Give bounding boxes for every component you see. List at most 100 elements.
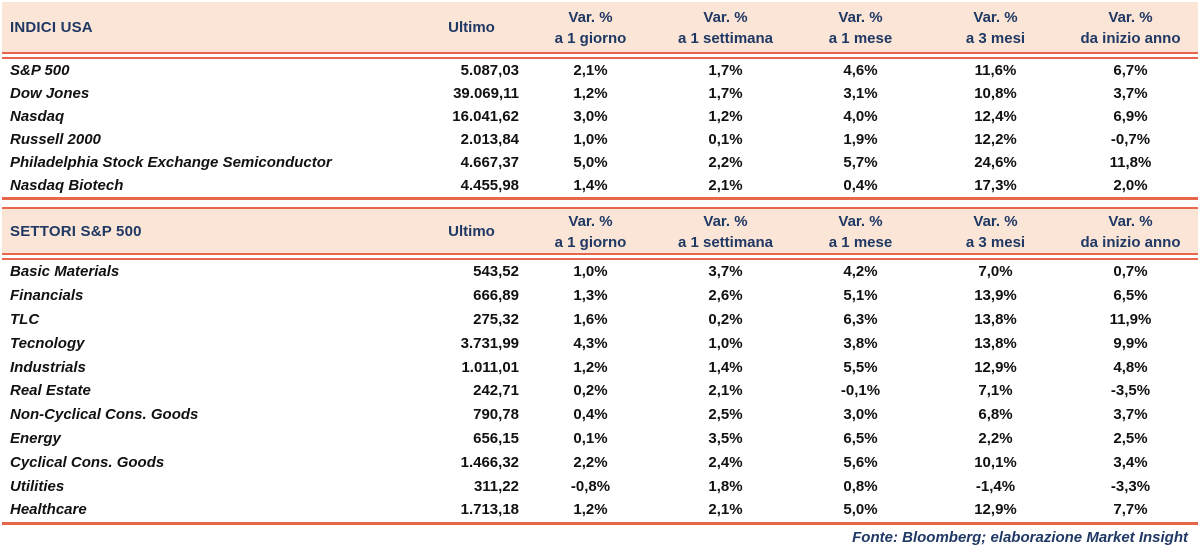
- var-value: 3,7%: [1113, 406, 1148, 424]
- table-row: Industrials 1.011,01 1,2% 1,4% 5,5% 12,9% 4,8%: [2, 355, 1198, 379]
- row-label: Real Estate: [10, 382, 91, 400]
- ultimo-value: 275,32: [473, 310, 519, 328]
- var-value: 0,2%: [573, 382, 608, 400]
- var-value: -0,1%: [840, 382, 881, 400]
- table-row: Healthcare 1.713,18 1,2% 2,1% 5,0% 12,9% 7,7%: [2, 498, 1198, 522]
- var-value: 11,6%: [974, 62, 1017, 79]
- ultimo-value: 5.087,03: [460, 62, 519, 79]
- var-value: -3,5%: [1110, 382, 1151, 400]
- var-label: Var. %: [703, 213, 748, 231]
- var-value: 13,8%: [974, 310, 1017, 328]
- ultimo-value: 4.455,98: [460, 177, 519, 194]
- ultimo-value: 1.466,32: [460, 453, 519, 471]
- row-label: Healthcare: [10, 501, 87, 519]
- table-header-indici-usa: INDICI USA Ultimo Var. % a 1 giorno Var.…: [2, 2, 1198, 52]
- var-value: 1,0%: [708, 334, 743, 352]
- period-label: a 1 settimana: [677, 233, 774, 251]
- row-label: Financials: [10, 287, 84, 305]
- row-label: Russell 2000: [10, 131, 101, 148]
- column-header-var-3-months: Var. % a 3 mesi: [928, 209, 1063, 253]
- var-value: 6,5%: [843, 429, 878, 447]
- var-value: 5,0%: [843, 501, 878, 519]
- var-label: Var. %: [838, 213, 883, 231]
- ultimo-value: 2.013,84: [460, 131, 519, 148]
- var-value: 2,1%: [708, 177, 743, 194]
- var-value: 0,2%: [708, 310, 743, 328]
- var-value: 5,7%: [843, 154, 878, 171]
- var-value: 2,2%: [573, 453, 608, 471]
- table-row: Dow Jones 39.069,11 1,2% 1,7% 3,1% 10,8% 3,7%: [2, 82, 1198, 105]
- var-value: 7,0%: [978, 263, 1013, 281]
- column-header-var-1-day: Var. % a 1 giorno: [523, 209, 658, 253]
- var-value: 1,2%: [573, 501, 608, 519]
- table-row: Cyclical Cons. Goods 1.466,32 2,2% 2,4% 5,6%…: [2, 450, 1198, 474]
- ultimo-value: 1.011,01: [461, 358, 519, 376]
- table-row: Philadelphia Stock Exchange Semiconducto…: [2, 151, 1198, 174]
- row-label: TLC: [10, 310, 40, 328]
- row-label: Tecnology: [10, 334, 85, 352]
- var-value: 1,4%: [708, 358, 743, 376]
- var-value: 3,7%: [1113, 85, 1148, 102]
- var-value: 4,2%: [843, 263, 878, 281]
- var-value: 1,2%: [573, 85, 608, 102]
- var-value: 3,4%: [1113, 453, 1148, 471]
- table-row: Real Estate 242,71 0,2% 2,1% -0,1% 7,1% -3,5%: [2, 379, 1198, 403]
- table-row: Energy 656,15 0,1% 3,5% 6,5% 2,2% 2,5%: [2, 427, 1198, 451]
- table-row: Basic Materials 543,52 1,0% 3,7% 4,2% 7,0% 0,7…: [2, 260, 1198, 284]
- table-row: S&P 500 5.087,03 2,1% 1,7% 4,6% 11,6% 6,7%: [2, 59, 1198, 82]
- row-label: Energy: [10, 429, 61, 447]
- var-value: 2,1%: [708, 382, 743, 400]
- column-header-ultimo: Ultimo: [448, 222, 495, 240]
- column-header-var-1-day: Var. % a 1 giorno: [523, 2, 658, 52]
- row-label: Utilities: [10, 477, 65, 495]
- var-value: 0,1%: [708, 131, 743, 148]
- period-label: a 1 mese: [828, 233, 893, 251]
- var-value: 3,0%: [573, 108, 608, 125]
- var-value: 6,8%: [978, 406, 1013, 424]
- ultimo-value: 242,71: [473, 382, 519, 400]
- table-body-indici-usa: S&P 500 5.087,03 2,1% 1,7% 4,6% 11,6% 6,7% Dow …: [2, 59, 1198, 197]
- column-header-var-1-month: Var. % a 1 mese: [793, 2, 928, 52]
- column-header-ultimo: Ultimo: [448, 18, 495, 36]
- period-label: a 1 giorno: [554, 29, 627, 47]
- period-label: a 1 settimana: [677, 29, 774, 47]
- ultimo-value: 311,22: [473, 477, 519, 495]
- period-label: a 1 mese: [828, 29, 893, 47]
- column-header-var-1-month: Var. % a 1 mese: [793, 209, 928, 253]
- var-label: Var. %: [838, 9, 883, 27]
- row-label: Cyclical Cons. Goods: [10, 453, 165, 471]
- var-value: 2,4%: [708, 453, 743, 471]
- ultimo-value: 666,89: [473, 287, 519, 305]
- var-value: 2,5%: [1113, 429, 1148, 447]
- var-label: Var. %: [1108, 9, 1153, 27]
- var-value: 4,3%: [573, 334, 608, 352]
- var-value: 9,9%: [1113, 334, 1148, 352]
- var-value: -3,3%: [1110, 477, 1151, 495]
- var-value: 1,8%: [708, 477, 743, 495]
- var-value: 24,6%: [974, 154, 1017, 171]
- var-value: 11,9%: [1109, 310, 1152, 328]
- var-value: 4,6%: [843, 62, 878, 79]
- var-value: 17,3%: [974, 177, 1017, 194]
- var-value: 1,4%: [573, 177, 608, 194]
- var-value: 1,0%: [573, 131, 608, 148]
- var-value: -0,8%: [570, 477, 611, 495]
- double-rule: [2, 253, 1198, 260]
- var-value: 5,0%: [573, 154, 608, 171]
- var-label: Var. %: [973, 213, 1018, 231]
- var-value: 6,9%: [1113, 108, 1148, 125]
- var-value: 2,5%: [708, 406, 743, 424]
- column-header-var-3-months: Var. % a 3 mesi: [928, 2, 1063, 52]
- var-value: 1,3%: [573, 287, 608, 305]
- var-value: 2,2%: [708, 154, 743, 171]
- var-value: 1,6%: [573, 310, 608, 328]
- var-value: 2,0%: [1113, 177, 1148, 194]
- var-label: Var. %: [568, 213, 613, 231]
- table-top-rule: [2, 207, 1198, 209]
- table-row: Nasdaq 16.041,62 3,0% 1,2% 4,0% 12,4% 6,9%: [2, 105, 1198, 128]
- row-label: Nasdaq Biotech: [10, 177, 124, 194]
- row-label: Non-Cyclical Cons. Goods: [10, 406, 199, 424]
- table-row: Russell 2000 2.013,84 1,0% 0,1% 1,9% 12,2% -0,…: [2, 128, 1198, 151]
- table-row: Financials 666,89 1,3% 2,6% 5,1% 13,9% 6,5%: [2, 284, 1198, 308]
